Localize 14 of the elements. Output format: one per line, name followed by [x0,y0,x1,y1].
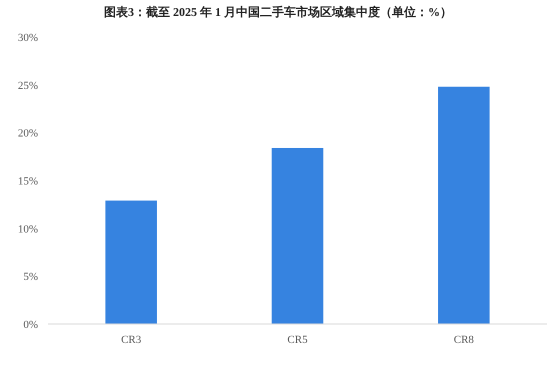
y-tick-label: 30% [18,32,38,44]
y-tick-label: 10% [18,223,38,236]
chart-title: 图表3：截至 2025 年 1 月中国二手车市场区域集中度（单位：%） [104,5,452,19]
y-tick-label: 5% [23,271,38,284]
bar [105,200,157,324]
y-tick-label: 0% [23,319,38,331]
x-tick-label: CR5 [287,334,308,346]
y-tick-label: 25% [18,80,38,92]
x-tick-label: CR8 [454,334,474,346]
y-tick-label: 20% [18,128,38,140]
x-tick-label: CR3 [121,334,142,346]
bar [438,86,490,324]
y-tick-label: 15% [18,176,38,188]
bar [272,148,324,324]
